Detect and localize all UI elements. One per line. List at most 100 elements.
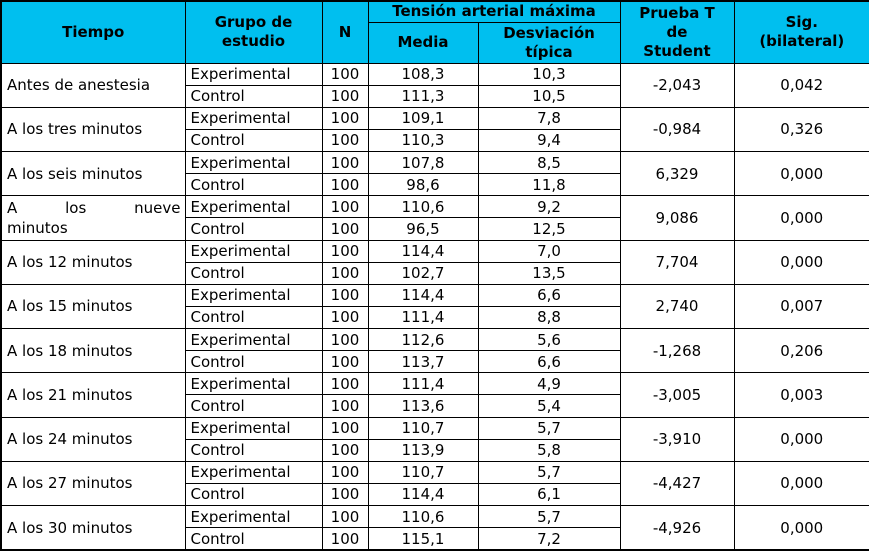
table-row: Control 100 115,1 7,2	[1, 527, 869, 551]
desviacion-cell: 7,8	[477, 106, 621, 130]
n-cell: 100	[321, 527, 369, 551]
table-row: A los tres minutos Experimental 100 109,…	[0, 106, 869, 153]
n-cell: 100	[321, 504, 369, 529]
n-cell: 100	[321, 106, 369, 130]
table-row: A los 21 minutos Experimental 100 111,4 …	[0, 372, 869, 418]
desviacion-cell: 5,6	[477, 327, 621, 352]
desviacion-cell: 6,6	[477, 350, 621, 374]
desviacion-cell: 6,1	[477, 482, 621, 507]
media-cell: 111,4	[367, 372, 479, 396]
media-cell: 107,8	[367, 150, 479, 175]
t-cell: -4,427	[619, 460, 735, 507]
tiempo-cell: A los tres minutos	[0, 106, 186, 153]
table-row: Antes de anestesia Experimental 100 108,…	[0, 62, 869, 108]
t-cell: -3,910	[619, 416, 735, 462]
desviacion-cell: 6,6	[477, 283, 621, 307]
n-cell: 100	[321, 372, 369, 396]
tiempo-cell: A los 24 minutos	[0, 416, 186, 462]
table-row: A los 27 minutos Experimental 100 110,7 …	[0, 460, 869, 507]
grupo-cell: Control	[184, 84, 323, 108]
desviacion-cell: 5,7	[477, 504, 621, 529]
grupo-cell: Control	[184, 261, 323, 285]
desviacion-cell: 8,8	[477, 305, 621, 330]
grupo-cell: Control	[184, 482, 323, 507]
desviacion-cell: 12,5	[477, 217, 621, 241]
t-cell: -1,268	[619, 327, 735, 374]
desviacion-cell: 9,4	[477, 128, 621, 153]
sig-cell: 0,000	[733, 460, 869, 507]
n-cell: 100	[321, 327, 369, 352]
n-cell: 100	[321, 283, 369, 307]
t-cell: -2,043	[619, 62, 735, 108]
table-row: A los seis minutos Experimental 100 107,…	[0, 150, 869, 197]
n-cell: 100	[321, 217, 369, 241]
media-cell: 109,1	[367, 106, 479, 130]
table-row: A los 12 minutos Experimental 100 114,4 …	[0, 239, 869, 285]
grupo-cell: Experimental	[184, 327, 323, 352]
n-cell: 100	[321, 305, 369, 330]
desviacion-cell: 5,8	[477, 438, 621, 462]
t-cell: -3,005	[619, 372, 735, 418]
n-cell: 100	[321, 394, 369, 418]
media-cell: 115,1	[367, 527, 479, 551]
grupo-cell: Control	[184, 217, 323, 241]
media-cell: 112,6	[367, 327, 479, 352]
grupo-cell: Experimental	[184, 416, 323, 440]
media-cell: 110,6	[367, 504, 479, 529]
media-cell: 114,4	[367, 482, 479, 507]
grupo-cell: Control	[184, 350, 323, 374]
table-row: Control 100 113,6 5,4	[1, 394, 869, 418]
n-cell: 100	[321, 239, 369, 263]
grupo-cell: Control	[184, 173, 323, 197]
media-cell: 113,9	[367, 438, 479, 462]
grupo-cell: Control	[184, 438, 323, 462]
table-row: Control 100 96,5 12,5	[1, 217, 869, 241]
grupo-cell: Experimental	[184, 372, 323, 396]
desviacion-cell: 5,4	[477, 394, 621, 418]
desviacion-cell: 7,0	[477, 239, 621, 263]
header-grupo-de-estudio: Grupo de estudio	[184, 0, 323, 64]
sig-cell: 0,042	[733, 62, 869, 108]
sig-cell: 0,326	[733, 106, 869, 153]
media-cell: 102,7	[367, 261, 479, 285]
tiempo-label: A los nueve minutos	[7, 198, 183, 238]
media-cell: 108,3	[367, 62, 479, 86]
media-cell: 111,3	[367, 84, 479, 108]
media-cell: 114,4	[367, 283, 479, 307]
table-row: A los 24 minutos Experimental 100 110,7 …	[0, 416, 869, 462]
grupo-cell: Experimental	[184, 460, 323, 484]
header-row-1: Tiempo Grupo de estudio N Tensión arteri…	[0, 0, 869, 64]
n-cell: 100	[321, 173, 369, 197]
grupo-cell: Experimental	[184, 106, 323, 130]
sig-cell: 0,206	[733, 327, 869, 374]
media-cell: 110,6	[367, 195, 479, 219]
n-cell: 100	[321, 261, 369, 285]
table-row: A los 15 minutos Experimental 100 114,4 …	[0, 283, 869, 330]
header-tiempo: Tiempo	[0, 0, 186, 64]
grupo-cell: Control	[184, 527, 323, 551]
grupo-cell: Experimental	[184, 239, 323, 263]
t-cell: 2,740	[619, 283, 735, 330]
n-cell: 100	[321, 150, 369, 175]
media-cell: 110,7	[367, 416, 479, 440]
tiempo-cell: A los seis minutos	[0, 150, 186, 197]
media-cell: 113,7	[367, 350, 479, 374]
desviacion-cell: 8,5	[477, 150, 621, 175]
tiempo-cell: A los nueve minutos	[0, 195, 186, 241]
grupo-cell: Experimental	[184, 283, 323, 307]
tiempo-cell: A los 27 minutos	[0, 460, 186, 507]
tiempo-label-line2: minutos	[7, 218, 68, 237]
grupo-cell: Experimental	[184, 195, 323, 219]
sig-cell: 0,000	[733, 416, 869, 462]
media-cell: 113,6	[367, 394, 479, 418]
grupo-cell: Experimental	[184, 62, 323, 86]
media-cell: 114,4	[367, 239, 479, 263]
table-row: Control 100 110,3 9,4	[1, 128, 869, 153]
desviacion-cell: 10,3	[477, 62, 621, 86]
n-cell: 100	[321, 482, 369, 507]
t-cell: -0,984	[619, 106, 735, 153]
table-row: A los 30 minutos Experimental 100 110,6 …	[0, 504, 869, 551]
grupo-cell: Experimental	[184, 504, 323, 529]
header-n: N	[321, 0, 369, 64]
